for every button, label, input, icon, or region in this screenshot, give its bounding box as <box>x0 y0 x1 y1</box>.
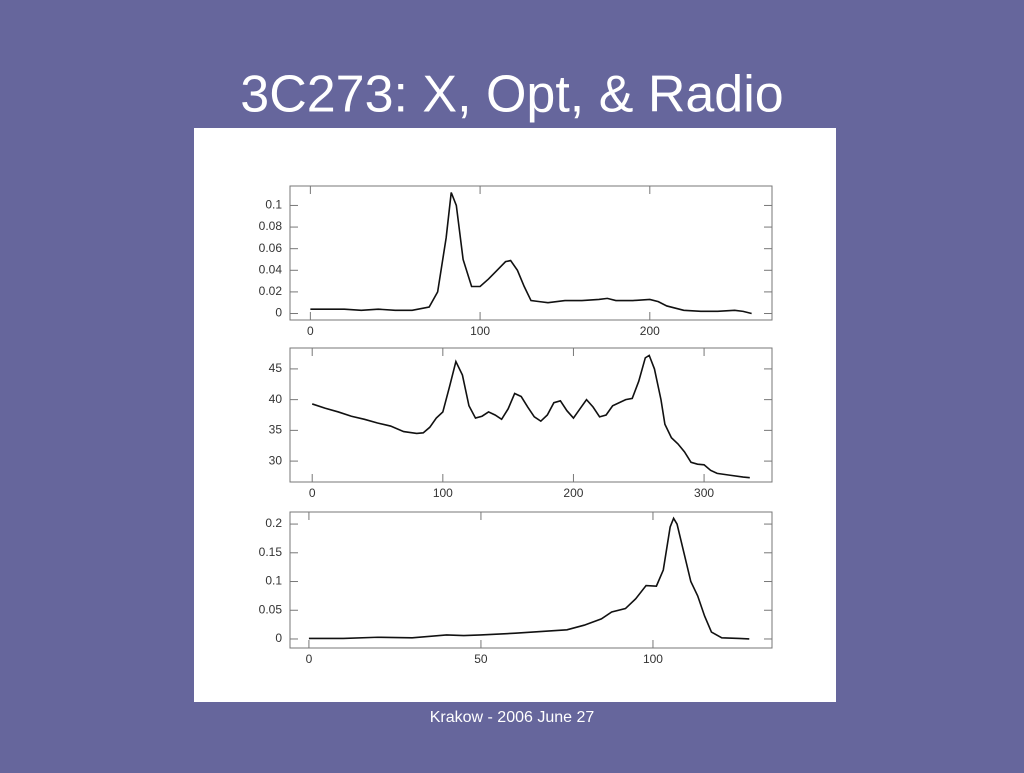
y-tick-label: 0 <box>275 631 282 645</box>
y-tick-label: 30 <box>269 453 283 467</box>
x-tick-label: 100 <box>470 324 490 338</box>
figure-panel <box>194 128 836 702</box>
y-tick-label: 0.06 <box>259 241 283 255</box>
y-tick-label: 0.1 <box>265 198 282 212</box>
x-tick-label: 200 <box>640 324 660 338</box>
y-tick-label: 0 <box>275 306 282 320</box>
x-tick-label: 0 <box>307 324 314 338</box>
slide-footer: Krakow - 2006 June 27 <box>430 709 595 726</box>
y-tick-label: 0.15 <box>259 545 283 559</box>
x-tick-label: 100 <box>643 652 663 666</box>
y-tick-label: 35 <box>269 423 283 437</box>
x-tick-label: 50 <box>474 652 488 666</box>
data-line <box>311 354 750 479</box>
data-line <box>310 192 752 315</box>
data-line <box>308 516 750 640</box>
x-tick-label: 200 <box>563 486 583 500</box>
plot-frame <box>289 185 773 321</box>
y-tick-label: 0.04 <box>259 262 283 276</box>
x-tick-label: 100 <box>433 486 453 500</box>
plot-frame <box>289 511 773 649</box>
x-tick-label: 300 <box>694 486 714 500</box>
y-tick-label: 0.02 <box>259 284 283 298</box>
slide-title: 3C273: X, Opt, & Radio <box>240 66 783 124</box>
y-tick-label: 40 <box>269 392 283 406</box>
y-tick-label: 0.08 <box>259 219 283 233</box>
x-tick-label: 0 <box>306 652 313 666</box>
y-tick-label: 0.2 <box>265 516 282 530</box>
y-tick-label: 0.1 <box>265 574 282 588</box>
y-tick-label: 45 <box>269 361 283 375</box>
x-tick-label: 0 <box>309 486 316 500</box>
plot-frame <box>289 347 773 483</box>
y-tick-label: 0.05 <box>259 602 283 616</box>
